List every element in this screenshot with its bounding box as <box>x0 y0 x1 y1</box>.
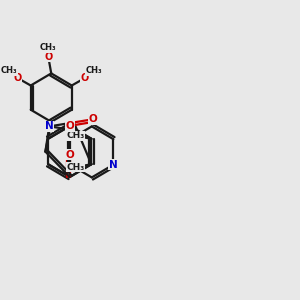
Text: CH₃: CH₃ <box>40 44 57 52</box>
Text: CH₃: CH₃ <box>0 66 17 75</box>
Text: N: N <box>109 160 118 170</box>
Text: O: O <box>14 73 22 83</box>
Text: O: O <box>65 121 74 131</box>
Text: CH₃: CH₃ <box>85 66 102 75</box>
Text: O: O <box>88 114 97 124</box>
Text: O: O <box>65 149 74 160</box>
Text: O: O <box>44 52 52 62</box>
Text: N: N <box>45 122 54 131</box>
Text: CH₃: CH₃ <box>66 131 84 140</box>
Text: O: O <box>81 73 89 83</box>
Text: CH₃: CH₃ <box>66 163 84 172</box>
